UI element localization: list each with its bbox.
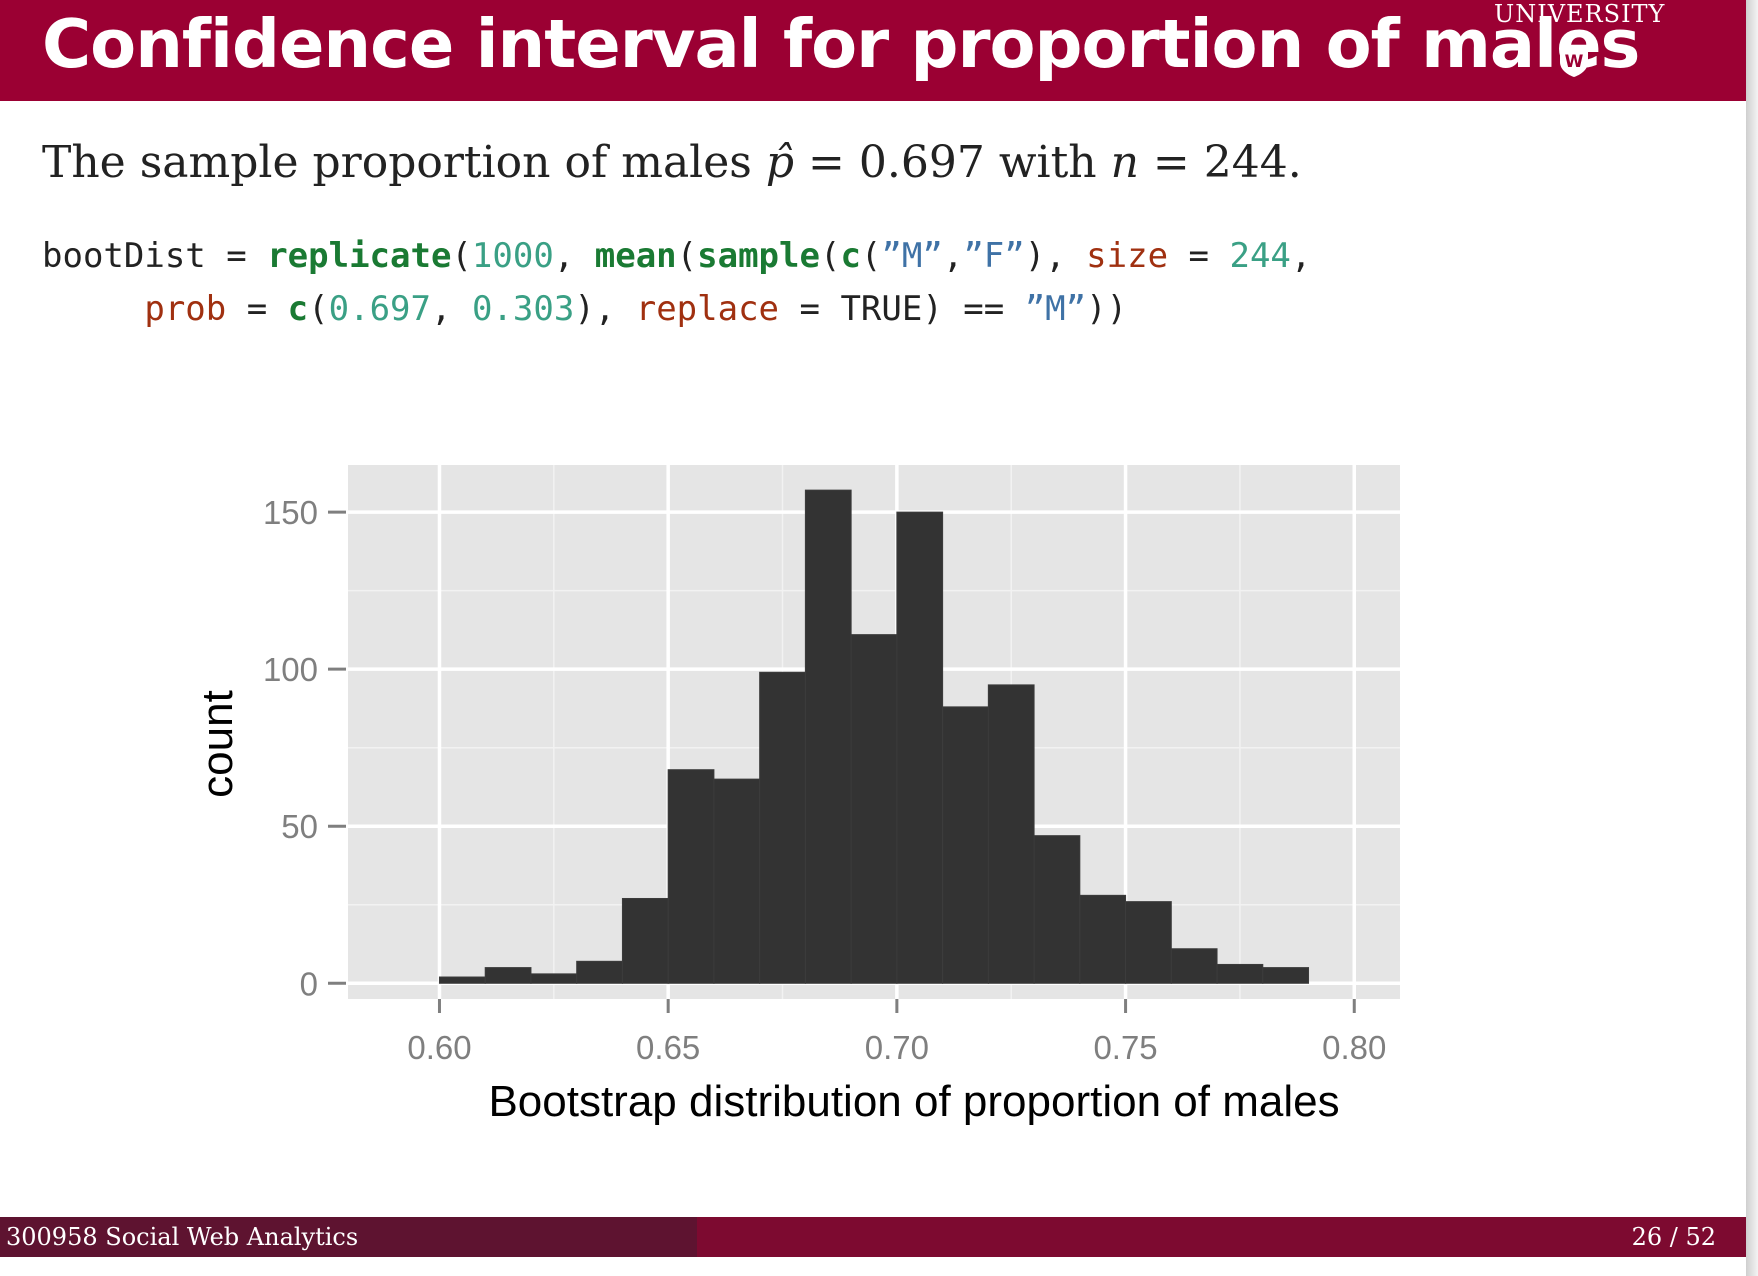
code-line-1: bootDist = replicate(1000, mean(sample(c… — [42, 230, 1311, 283]
histogram-bar — [1033, 835, 1081, 984]
code-token: bootDist — [42, 236, 206, 276]
university-shield-icon: W — [1560, 46, 1588, 77]
intro-text: The sample proportion of males — [42, 137, 766, 188]
code-block: bootDist = replicate(1000, mean(sample(c… — [42, 230, 1311, 336]
x-tick-label: 0.65 — [636, 1029, 700, 1066]
code-token: = — [205, 236, 268, 276]
code-token: , — [942, 236, 964, 276]
footer-right-band — [697, 1217, 1746, 1257]
footer-left-band — [0, 1217, 697, 1257]
x-tick-label: 0.70 — [865, 1029, 929, 1066]
code-token: prob — [144, 289, 227, 329]
code-token: ”M” — [881, 236, 943, 276]
n-symbol: n — [1110, 137, 1139, 188]
histogram-bar — [896, 511, 944, 984]
y-tick-label: 50 — [281, 808, 318, 845]
code-token: ( — [860, 236, 882, 276]
code-token: , — [431, 289, 472, 329]
code-token: , — [553, 236, 595, 276]
slide-title: Confidence interval for proportion of ma… — [42, 5, 1640, 83]
histogram-bar — [621, 897, 669, 984]
histogram-bar — [1262, 967, 1310, 984]
x-tick-label: 0.75 — [1093, 1029, 1157, 1066]
code-token: 0.303 — [471, 289, 575, 329]
footer-course-name: 300958 Social Web Analytics — [6, 1223, 359, 1251]
code-line-2: prob = c(0.697, 0.303), replace = TRUE) … — [42, 283, 1311, 336]
histogram-bar — [987, 684, 1035, 984]
code-token: ), — [574, 289, 636, 329]
code-token: replace — [635, 289, 780, 329]
code-token: ( — [451, 236, 472, 276]
code-token: TRUE — [840, 289, 923, 329]
code-token: )) — [1086, 289, 1128, 329]
y-tick-label: 0 — [300, 965, 318, 1002]
code-token: ( — [819, 236, 841, 276]
phat-value: = 0.697 — [794, 137, 999, 188]
y-tick-label: 100 — [263, 651, 318, 688]
code-token: = — [779, 289, 841, 329]
histogram-bar — [804, 489, 852, 984]
histogram-bar — [942, 706, 989, 984]
histogram-bar — [530, 973, 578, 984]
histogram-bar — [1125, 901, 1172, 984]
code-token: 244 — [1229, 236, 1291, 276]
code-token: ”M” — [1024, 289, 1087, 329]
n-value: = 244. — [1138, 137, 1302, 188]
code-token: mean — [594, 236, 677, 276]
code-token: c — [287, 289, 309, 329]
code-token: c — [840, 236, 861, 276]
code-token: ), — [1024, 236, 1087, 276]
code-token: sample — [697, 236, 820, 276]
university-logo-text: UNIVERSITY — [1494, 0, 1666, 28]
code-token: 1000 — [471, 236, 554, 276]
intro-sentence: The sample proportion of males p̂ = 0.69… — [42, 134, 1302, 192]
histogram-bar — [667, 769, 715, 984]
histogram-bar — [1170, 948, 1218, 984]
histogram-bar — [713, 778, 761, 984]
code-token: 0.697 — [328, 289, 431, 329]
x-tick-label: 0.80 — [1322, 1029, 1386, 1066]
y-tick-label: 150 — [263, 494, 318, 531]
code-token: ( — [676, 236, 698, 276]
x-axis-title: Bootstrap distribution of proportion of … — [488, 1077, 1339, 1126]
code-token: ( — [308, 289, 329, 329]
with-word: with — [998, 137, 1111, 188]
code-token: , — [1290, 236, 1312, 276]
code-token: size — [1086, 236, 1169, 276]
shield-letter: W — [1565, 52, 1584, 72]
histogram-chart: 0.60 0.65 0.70 0.75 0.80 0 50 100 150 Bootstrap d… — [193, 465, 1400, 1126]
histogram-bar — [438, 976, 486, 984]
phat-symbol: p̂ — [765, 137, 795, 188]
code-token: = — [1168, 236, 1230, 276]
code-token: replicate — [267, 236, 452, 276]
x-tick-label: 0.60 — [407, 1029, 471, 1066]
code-token: ”F” — [963, 236, 1025, 276]
histogram-bar — [576, 960, 623, 984]
code-token — [42, 289, 144, 329]
histogram-bar — [1216, 963, 1264, 984]
code-token: ) == — [922, 289, 1025, 329]
footer-page-number: 26 / 52 — [1631, 1223, 1716, 1251]
page-edge — [1746, 0, 1758, 1276]
histogram-bar — [759, 671, 806, 984]
histogram-bar — [850, 634, 898, 984]
histogram-bar — [1079, 894, 1127, 984]
histogram-bar — [484, 967, 532, 984]
y-axis-title: count — [193, 690, 242, 798]
code-token: = — [226, 289, 288, 329]
title-bar: Confidence interval for proportion of ma… — [0, 0, 1746, 101]
